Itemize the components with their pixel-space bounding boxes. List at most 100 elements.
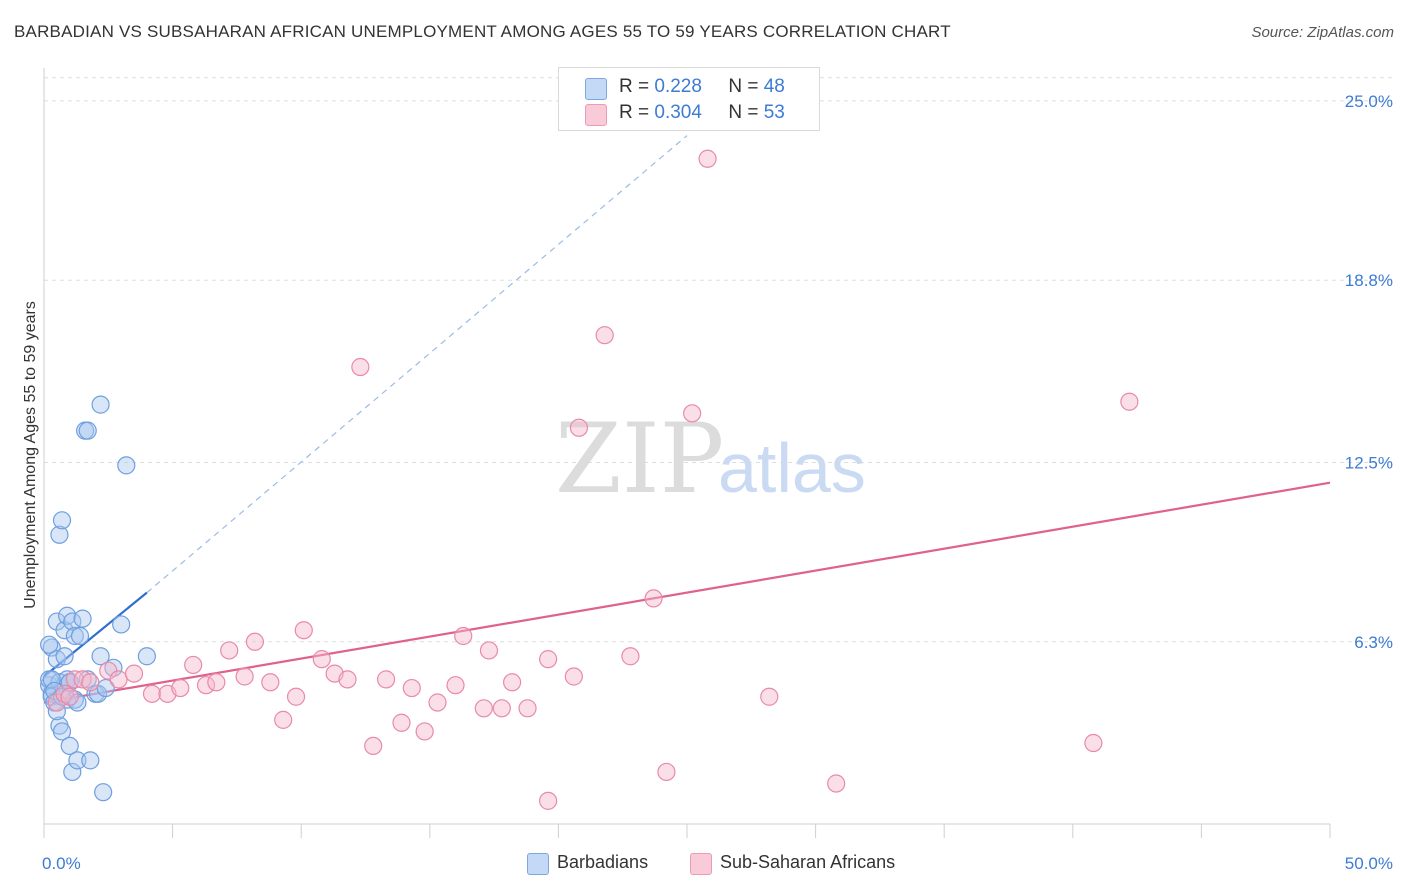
y-tick-label: 18.8% — [1345, 271, 1393, 290]
y-tick-label: 12.5% — [1345, 453, 1393, 472]
point-subsaharan — [261, 673, 280, 692]
trend-lines — [43, 135, 1331, 704]
point-barbadian — [117, 456, 136, 475]
point-subsaharan — [196, 676, 216, 695]
y-tick-labels: 6.3% 12.5% 18.8% 25.0% — [1345, 92, 1393, 652]
point-subsaharan — [644, 589, 663, 608]
y-axis-label: Unemployment Among Ages 55 to 59 years — [22, 301, 39, 609]
point-subsaharan — [683, 404, 702, 423]
point-subsaharan — [274, 710, 293, 729]
legend-r-value: 0.304 — [654, 102, 702, 123]
point-subsaharan — [454, 626, 473, 646]
point-subsaharan — [539, 791, 558, 810]
legend-swatch-pink — [690, 853, 712, 875]
point-subsaharan — [124, 664, 144, 683]
point-subsaharan — [698, 149, 717, 168]
point-subsaharan — [171, 678, 190, 698]
point-subsaharan — [81, 673, 100, 692]
point-barbadian — [58, 606, 77, 625]
point-subsaharan — [657, 762, 676, 782]
point-subsaharan — [245, 632, 265, 651]
point-barbadian — [55, 647, 74, 666]
point-subsaharan — [1084, 733, 1103, 753]
point-subsaharan — [595, 326, 614, 345]
point-barbadian — [104, 658, 123, 677]
point-barbadian — [63, 612, 82, 631]
watermark-zip: ZIP — [555, 403, 724, 515]
point-barbadian — [52, 687, 72, 706]
point-barbadian — [52, 511, 72, 530]
point-subsaharan — [338, 670, 357, 689]
legend-swatch-pink — [585, 104, 607, 126]
trend-extension — [146, 135, 688, 594]
gridlines — [44, 77, 1392, 643]
point-subsaharan — [286, 687, 306, 706]
legend-item-label: Barbadians — [557, 852, 649, 872]
point-barbadian — [91, 395, 110, 414]
point-subsaharan — [569, 418, 589, 437]
watermark-atlas: atlas — [718, 429, 866, 507]
point-barbadian — [70, 626, 90, 646]
data-points — [40, 149, 1139, 810]
legend-swatch-blue — [585, 78, 607, 100]
legend-item-label: Sub-Saharan Africans — [720, 852, 896, 872]
point-subsaharan — [492, 699, 511, 718]
point-barbadian — [42, 670, 61, 689]
legend-n-value: 53 — [763, 102, 785, 123]
legend-n-label: N = — [728, 102, 759, 123]
point-subsaharan — [376, 670, 396, 689]
point-barbadian — [52, 722, 72, 741]
point-barbadian — [58, 670, 77, 689]
point-subsaharan — [446, 676, 465, 695]
point-barbadian — [73, 609, 92, 628]
point-subsaharan — [1120, 392, 1139, 411]
point-barbadian — [63, 762, 82, 782]
source-label: Source: ZipAtlas.com — [1251, 24, 1394, 41]
point-subsaharan — [474, 699, 493, 718]
legend-r-label: R = — [619, 102, 650, 123]
point-subsaharan — [351, 357, 370, 377]
point-subsaharan — [760, 687, 779, 706]
legend-r-label: R = — [619, 76, 650, 97]
point-barbadian — [94, 783, 113, 802]
point-subsaharan — [65, 670, 84, 689]
point-subsaharan — [55, 684, 74, 703]
point-subsaharan — [415, 722, 434, 741]
point-subsaharan — [428, 693, 447, 712]
legend-swatch-blue — [527, 853, 549, 875]
point-subsaharan — [479, 641, 499, 660]
point-subsaharan — [621, 647, 640, 666]
point-subsaharan — [392, 713, 411, 732]
point-subsaharan — [564, 667, 583, 686]
point-subsaharan — [312, 650, 331, 669]
point-subsaharan — [827, 774, 846, 793]
point-subsaharan — [142, 684, 162, 703]
point-barbadian — [50, 525, 69, 544]
point-subsaharan — [518, 699, 537, 718]
point-barbadian — [78, 421, 97, 440]
point-barbadian — [65, 626, 84, 646]
y-tick-label: 6.3% — [1354, 633, 1393, 652]
point-subsaharan — [207, 673, 226, 692]
trend-line-1 — [43, 481, 1331, 704]
legend-n-label: N = — [728, 76, 759, 97]
point-subsaharan — [294, 621, 313, 640]
point-subsaharan — [184, 655, 203, 675]
chart-title: BARBADIAN VS SUBSAHARAN AFRICAN UNEMPLOY… — [14, 22, 951, 41]
point-subsaharan — [402, 678, 421, 698]
trend-line-0 — [43, 591, 148, 678]
point-barbadian — [42, 638, 61, 657]
point-subsaharan — [220, 641, 239, 660]
point-barbadian — [40, 635, 59, 654]
legend-r-value: 0.228 — [654, 76, 702, 97]
point-barbadian — [78, 670, 97, 689]
legend-box: R = 0.228 N = 48 R = 0.304 N = 53 — [558, 67, 820, 131]
point-barbadian — [137, 647, 156, 666]
point-barbadian — [81, 751, 100, 770]
series-legend: Barbadians Sub-Saharan Africans — [0, 852, 1406, 876]
point-subsaharan — [364, 736, 383, 756]
point-subsaharan — [235, 667, 254, 686]
point-subsaharan — [60, 687, 79, 706]
point-barbadian — [91, 647, 110, 666]
